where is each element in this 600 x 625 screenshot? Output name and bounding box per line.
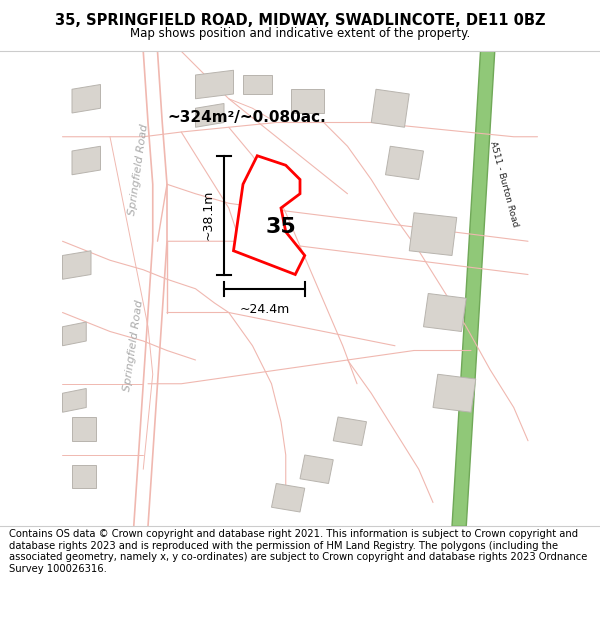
Polygon shape xyxy=(62,251,91,279)
Polygon shape xyxy=(72,146,100,175)
Polygon shape xyxy=(62,322,86,346)
Text: 35, SPRINGFIELD ROAD, MIDWAY, SWADLINCOTE, DE11 0BZ: 35, SPRINGFIELD ROAD, MIDWAY, SWADLINCOT… xyxy=(55,12,545,28)
Polygon shape xyxy=(196,70,233,99)
Polygon shape xyxy=(243,75,271,94)
Polygon shape xyxy=(72,464,96,488)
Polygon shape xyxy=(233,156,305,274)
Text: Springfield Road: Springfield Road xyxy=(127,124,150,216)
Text: Contains OS data © Crown copyright and database right 2021. This information is : Contains OS data © Crown copyright and d… xyxy=(9,529,587,574)
Polygon shape xyxy=(300,455,333,484)
Polygon shape xyxy=(290,89,324,113)
Polygon shape xyxy=(271,484,305,512)
Polygon shape xyxy=(371,89,409,127)
Text: 35: 35 xyxy=(266,217,296,237)
Polygon shape xyxy=(409,213,457,256)
Polygon shape xyxy=(62,389,86,412)
Polygon shape xyxy=(333,417,367,446)
Text: Map shows position and indicative extent of the property.: Map shows position and indicative extent… xyxy=(130,27,470,40)
Polygon shape xyxy=(386,146,424,179)
Text: ~24.4m: ~24.4m xyxy=(239,303,290,316)
Text: Springfield Road: Springfield Road xyxy=(122,299,145,392)
Polygon shape xyxy=(72,417,96,441)
Polygon shape xyxy=(424,294,466,331)
Polygon shape xyxy=(452,51,495,526)
Polygon shape xyxy=(72,84,100,113)
Text: A511 - Burton Road: A511 - Burton Road xyxy=(488,141,520,228)
Text: ~38.1m: ~38.1m xyxy=(202,190,215,240)
Polygon shape xyxy=(196,104,224,127)
Polygon shape xyxy=(433,374,476,413)
Text: ~324m²/~0.080ac.: ~324m²/~0.080ac. xyxy=(167,110,326,125)
